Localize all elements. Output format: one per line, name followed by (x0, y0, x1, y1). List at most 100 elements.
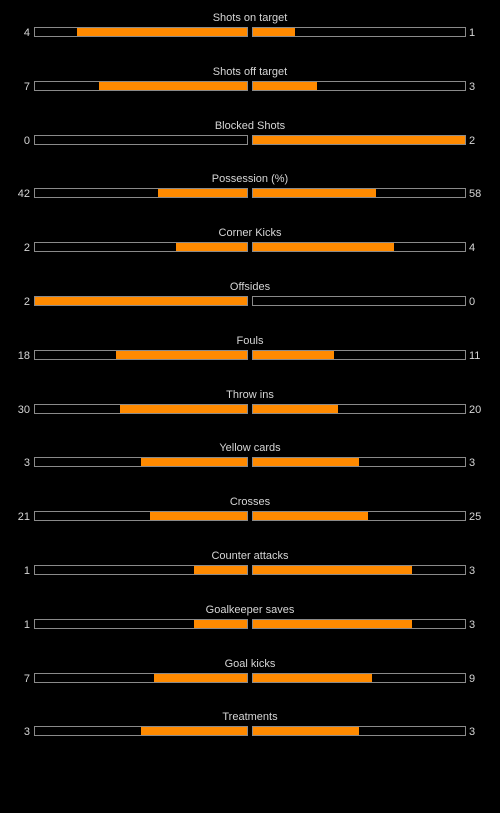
stat-label: Blocked Shots (214, 119, 286, 132)
home-value: 1 (23, 564, 30, 577)
home-bar-fill (150, 512, 247, 521)
away-bar (252, 80, 466, 91)
away-bar-fill (253, 28, 296, 36)
away-bar (252, 511, 466, 522)
home-bar (34, 403, 248, 414)
stat-label: Treatments (222, 711, 278, 724)
home-value: 3 (23, 726, 30, 739)
stat-label: Goal kicks (224, 657, 276, 670)
stat-label: Counter attacks (211, 549, 289, 562)
home-value: 7 (23, 80, 30, 93)
home-bar-fill (157, 189, 247, 198)
home-bar-fill (141, 458, 247, 467)
away-bar (252, 403, 466, 414)
home-bar-fill (77, 28, 247, 36)
home-bar (34, 188, 248, 199)
home-value: 18 (17, 349, 30, 362)
away-bar-fill (253, 727, 359, 736)
away-value: 2 (469, 134, 476, 147)
stat-row: Throw ins 30 20 (0, 389, 500, 443)
stat-label: Yellow cards (219, 442, 281, 455)
away-bar (252, 27, 466, 37)
stat-row: Offsides 2 0 (0, 281, 500, 335)
home-value: 21 (17, 511, 30, 524)
stat-row: Fouls 18 11 (0, 335, 500, 389)
home-value: 42 (17, 188, 30, 201)
away-value: 11 (469, 349, 481, 362)
home-bar-fill (141, 727, 247, 736)
away-bar-fill (253, 81, 317, 90)
home-bar (34, 726, 248, 737)
home-bar-fill (98, 81, 247, 90)
home-bar-fill (154, 673, 247, 682)
away-value: 58 (469, 188, 482, 201)
stat-label: Corner Kicks (218, 227, 282, 240)
away-bar-fill (253, 404, 338, 413)
stat-row: Shots on target 4 1 (0, 12, 500, 66)
away-bar (252, 242, 466, 253)
stat-label: Throw ins (226, 388, 274, 401)
away-bar-fill (253, 619, 412, 628)
stat-row: Corner Kicks 2 4 (0, 227, 500, 281)
away-value: 9 (469, 672, 476, 685)
away-value: 4 (469, 242, 476, 255)
home-bar-fill (115, 350, 247, 359)
away-value: 25 (469, 511, 482, 524)
away-bar (252, 564, 466, 575)
away-bar-fill (253, 243, 395, 252)
home-bar (34, 80, 248, 91)
away-value: 3 (469, 564, 476, 577)
away-bar (252, 134, 466, 145)
away-bar-fill (253, 350, 334, 359)
home-bar-fill (194, 565, 247, 574)
home-bar (34, 672, 248, 683)
stat-row: Goal kicks 7 9 (0, 658, 500, 712)
stat-label: Crosses (229, 496, 271, 509)
home-bar-fill (176, 243, 247, 252)
away-value: 20 (469, 403, 482, 416)
away-bar-fill (253, 135, 465, 144)
away-bar-fill (253, 565, 412, 574)
home-value: 1 (23, 618, 30, 631)
home-bar (34, 242, 248, 253)
home-bar (34, 27, 248, 37)
away-bar (252, 726, 466, 737)
home-bar (34, 457, 248, 468)
home-value: 30 (17, 403, 30, 416)
stat-row: Crosses 21 25 (0, 496, 500, 550)
stat-label: Offsides (229, 280, 271, 293)
away-value: 0 (469, 295, 476, 308)
away-bar-fill (253, 512, 369, 521)
stat-label: Goalkeeper saves (205, 603, 295, 616)
away-bar-fill (253, 458, 359, 467)
away-bar (252, 672, 466, 683)
home-bar (34, 134, 248, 145)
match-stats-panel: Shots on target 4 1 Shots off target 7 3 Block… (0, 12, 500, 765)
away-bar (252, 349, 466, 360)
home-value: 2 (23, 242, 30, 255)
home-value: 2 (23, 295, 30, 308)
away-bar (252, 457, 466, 468)
home-bar (34, 511, 248, 522)
home-bar (34, 295, 248, 306)
away-value: 1 (469, 27, 476, 39)
away-bar-fill (253, 673, 373, 682)
away-value: 3 (469, 457, 476, 470)
home-bar (34, 349, 248, 360)
away-bar (252, 295, 466, 306)
home-value: 0 (23, 134, 30, 147)
away-value: 3 (469, 618, 476, 631)
away-bar (252, 188, 466, 199)
stat-row: Possession (%) 42 58 (0, 173, 500, 227)
stat-row: Treatments 3 3 (0, 711, 500, 765)
away-bar-fill (253, 189, 376, 198)
stat-row: Counter attacks 1 3 (0, 550, 500, 604)
home-value: 3 (23, 457, 30, 470)
stat-row: Goalkeeper saves 1 3 (0, 604, 500, 658)
stat-label: Possession (%) (211, 173, 289, 186)
home-value: 4 (23, 27, 30, 39)
stat-row: Shots off target 7 3 (0, 66, 500, 120)
home-value: 7 (23, 672, 30, 685)
away-bar (252, 618, 466, 629)
away-value: 3 (469, 80, 476, 93)
